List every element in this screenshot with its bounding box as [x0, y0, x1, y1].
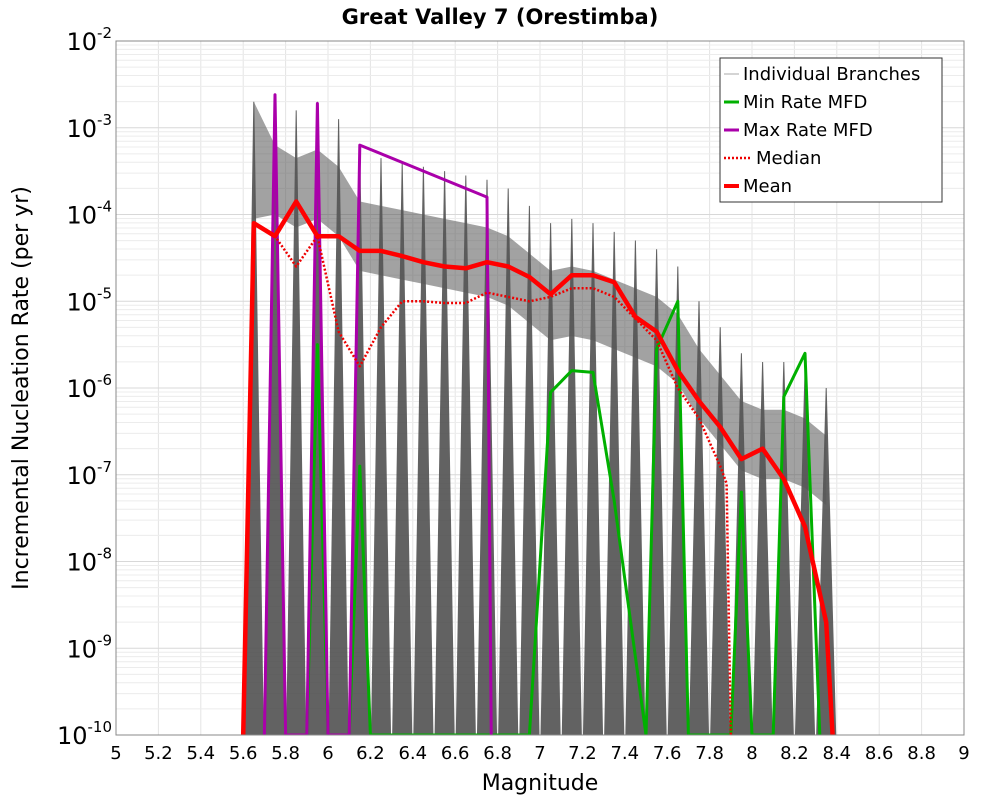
x-tick-label: 6	[322, 743, 333, 764]
x-axis-ticks: 5 5.2 5.4 5.6 5.8 6 6.2 6.4 6.6 6.8 7 7.2 7.4 7.6 7.8 8…	[110, 743, 969, 764]
x-tick-label: 7.4	[610, 743, 639, 764]
x-tick-label: 8.8	[907, 743, 936, 764]
series-lines	[240, 93, 835, 735]
x-tick-label: 8	[746, 743, 757, 764]
x-tick-label: 8.4	[822, 743, 851, 764]
series-line-min-rate-mfd	[305, 299, 822, 735]
legend-label-min: Min Rate MFD	[743, 92, 867, 113]
x-tick-label: 5.4	[186, 743, 215, 764]
legend-label-individual: Individual Branches	[743, 64, 920, 85]
series-line-mean	[240, 199, 835, 735]
y-tick-label: 10-10	[57, 718, 112, 750]
x-axis-label: Magnitude	[482, 771, 599, 796]
x-tick-label: 6.8	[483, 743, 512, 764]
x-tick-label: 7.2	[568, 743, 597, 764]
y-tick-label: 10-8	[66, 545, 112, 577]
x-tick-label: 5.8	[271, 743, 300, 764]
legend-label-mean: Mean	[743, 176, 792, 197]
y-axis-ticks: 10-10 10-9 10-8 10-7 10-6 10-5 10-4 10-3 10-2	[57, 24, 112, 750]
branch-envelope	[253, 101, 827, 506]
x-tick-label: 7	[534, 743, 545, 764]
plot-frame	[115, 40, 965, 736]
x-tick-label: 7.8	[695, 743, 724, 764]
x-tick-label: 7.6	[653, 743, 682, 764]
y-tick-label: 10-5	[66, 284, 112, 316]
y-tick-label: 10-7	[66, 458, 112, 490]
y-tick-label: 10-2	[66, 24, 112, 56]
x-tick-label: 9	[958, 743, 969, 764]
series-line-max-rate-mfd	[262, 93, 493, 735]
x-tick-label: 5.2	[144, 743, 173, 764]
y-tick-label: 10-6	[66, 371, 112, 403]
legend: Individual Branches Min Rate MFD Max Rat…	[719, 57, 943, 203]
x-tick-label: 5	[110, 743, 121, 764]
legend-label-median: Median	[756, 148, 821, 169]
chart-title: Great Valley 7 (Orestimba)	[342, 5, 659, 29]
legend-box	[719, 57, 943, 203]
y-tick-label: 10-4	[66, 198, 112, 230]
y-tick-label: 10-3	[66, 111, 112, 143]
y-axis-label: Incremental Nucleation Rate (per yr)	[9, 186, 34, 590]
x-tick-label: 5.6	[229, 743, 258, 764]
legend-label-max: Max Rate MFD	[743, 120, 873, 141]
x-tick-label: 6.2	[356, 743, 385, 764]
y-tick-label: 10-9	[66, 631, 112, 663]
series-line-median	[241, 221, 733, 735]
x-tick-label: 6.6	[441, 743, 470, 764]
x-tick-label: 8.6	[865, 743, 894, 764]
x-tick-label: 8.2	[780, 743, 809, 764]
x-tick-label: 6.4	[398, 743, 427, 764]
